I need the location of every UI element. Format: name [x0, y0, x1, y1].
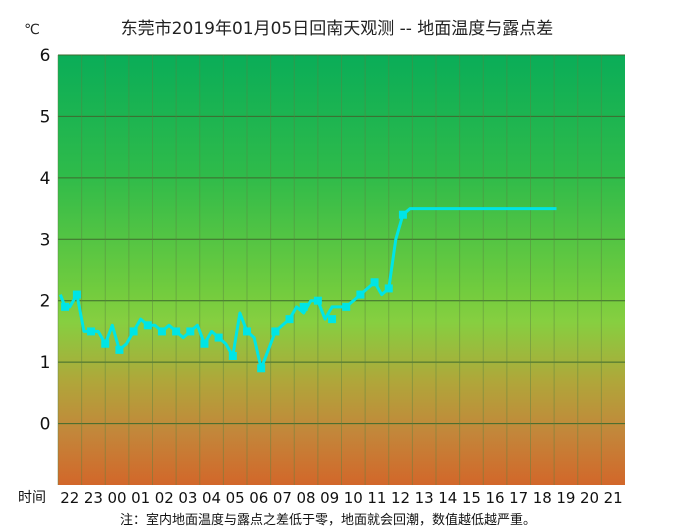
x-tick-label: 14 — [438, 489, 457, 507]
y-axis-unit: ℃ — [24, 22, 40, 38]
data-point — [115, 345, 124, 354]
x-tick-label: 22 — [60, 489, 79, 507]
plot-area — [58, 55, 625, 485]
grid — [57, 54, 625, 485]
data-point — [342, 302, 351, 311]
x-tick-label: 19 — [556, 489, 575, 507]
x-tick-label: 16 — [486, 489, 505, 507]
chart-title: 东莞市2019年01月05日回南天观测 -- 地面温度与露点差 — [121, 19, 554, 39]
chart-note: 注：室内地面温度与露点之差低于零，地面就会回潮，数值越低越严重。 — [120, 512, 536, 528]
data-point — [61, 302, 70, 311]
y-tick-label: 4 — [40, 169, 51, 189]
x-tick-label: 21 — [604, 489, 623, 507]
y-tick-label: 5 — [40, 107, 51, 127]
data-point — [398, 210, 407, 219]
x-tick-label: 10 — [344, 489, 363, 507]
x-tick-label: 17 — [509, 489, 528, 507]
x-tick-label: 09 — [320, 489, 339, 507]
x-tick-label: 00 — [108, 489, 127, 507]
x-tick-label: 02 — [155, 489, 174, 507]
data-point — [356, 290, 365, 299]
x-axis-label: 时间 — [18, 490, 46, 506]
data-point — [328, 315, 337, 324]
data-point — [87, 327, 96, 336]
x-tick-label: 04 — [202, 489, 221, 507]
data-point — [172, 327, 181, 336]
x-tick-label: 11 — [367, 489, 386, 507]
y-axis-ticks: 0 1 2 3 4 5 6 — [40, 46, 51, 435]
data-point — [200, 339, 209, 348]
data-point — [157, 327, 166, 336]
data-point — [384, 284, 393, 293]
data-point — [257, 364, 266, 373]
data-point — [285, 315, 294, 324]
y-tick-label: 6 — [40, 46, 51, 66]
x-tick-label: 12 — [391, 489, 410, 507]
x-tick-label: 15 — [462, 489, 481, 507]
x-tick-label: 03 — [178, 489, 197, 507]
y-tick-label: 1 — [40, 353, 51, 373]
data-point — [299, 302, 308, 311]
data-point — [129, 327, 138, 336]
x-tick-label: 06 — [249, 489, 268, 507]
data-point — [228, 352, 237, 360]
data-point — [101, 339, 110, 348]
data-point — [214, 333, 223, 342]
y-tick-label: 0 — [40, 415, 51, 435]
data-point — [186, 327, 195, 336]
data-point — [313, 296, 322, 305]
x-tick-label: 18 — [533, 489, 552, 507]
x-tick-label: 07 — [273, 489, 292, 507]
x-tick-label: 05 — [226, 489, 245, 507]
data-point — [143, 321, 152, 330]
y-tick-label: 2 — [40, 292, 51, 312]
x-tick-label: 20 — [580, 489, 599, 507]
series — [58, 207, 557, 373]
x-tick-label: 23 — [84, 489, 103, 507]
data-point — [243, 327, 251, 336]
data-point — [72, 290, 81, 299]
x-tick-label: 13 — [415, 489, 434, 507]
x-axis-ticks: 22 23 00 01 02 03 04 05 06 07 08 09 10 11 12 13 14 15 16 17… — [60, 489, 622, 507]
data-point — [271, 327, 280, 336]
data-point — [370, 278, 379, 287]
x-tick-label: 01 — [131, 489, 150, 507]
x-tick-label: 08 — [297, 489, 316, 507]
y-tick-label: 3 — [40, 230, 51, 250]
